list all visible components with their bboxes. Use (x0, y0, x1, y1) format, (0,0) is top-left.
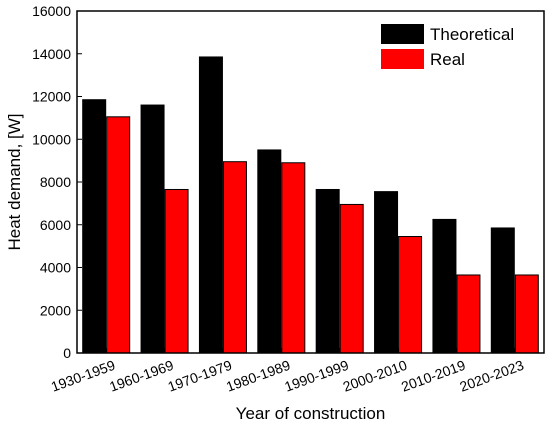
bar-real-1970-1979 (222, 161, 247, 354)
bar-real-1980-1989 (281, 162, 306, 354)
y-tick-label: 4000 (40, 260, 71, 276)
bar-theoretical-2020-2023 (490, 227, 515, 354)
legend-swatch-real (381, 49, 424, 69)
x-tick-label: 1930-1959 (49, 357, 118, 395)
bar-real-1930-1959 (106, 116, 131, 354)
bar-real-1990-1999 (339, 203, 364, 354)
bars-layer (82, 56, 539, 354)
x-tick-label: 1960-1969 (107, 357, 176, 395)
y-tick-label: 12000 (32, 89, 71, 105)
bar-real-2020-2023 (514, 274, 539, 354)
y-tick-label: 0 (63, 345, 71, 361)
x-tick-label: 2000-2010 (341, 357, 410, 395)
x-tick-label: 1990-1999 (282, 357, 351, 395)
x-tick-label: 1980-1989 (224, 357, 293, 395)
x-tick-label: 2010-2019 (399, 357, 468, 395)
y-axis-label: Heat demand, [W] (5, 113, 24, 250)
legend: Theoretical Real (381, 24, 514, 69)
y-axis-ticks: 0 2000 4000 6000 8000 10000 12000 14000 16000 (32, 3, 82, 361)
bar-theoretical-2000-2010 (374, 191, 399, 354)
legend-label-theoretical: Theoretical (430, 25, 514, 44)
y-tick-label: 2000 (40, 302, 71, 318)
legend-swatch-theoretical (381, 24, 424, 44)
x-axis-label: Year of construction (236, 404, 386, 423)
bar-theoretical-1980-1989 (257, 149, 282, 354)
bar-theoretical-1960-1969 (140, 104, 165, 354)
y-tick-label: 6000 (40, 217, 71, 233)
y-tick-label: 16000 (32, 3, 71, 19)
x-tick-label: 2020-2023 (457, 357, 526, 395)
x-axis-ticks: 1930-19591960-19691970-19791980-19891990… (49, 348, 526, 395)
plot-frame (76, 10, 545, 354)
bar-real-1960-1969 (164, 188, 189, 354)
x-tick-label: 1970-1979 (166, 357, 235, 395)
y-tick-label: 10000 (32, 131, 71, 147)
bar-theoretical-1970-1979 (198, 56, 223, 354)
bar-theoretical-1930-1959 (82, 99, 107, 354)
bar-theoretical-2010-2019 (432, 218, 457, 354)
y-tick-label: 14000 (32, 46, 71, 62)
bar-theoretical-1990-1999 (315, 188, 340, 354)
bar-real-2010-2019 (456, 274, 481, 354)
bar-real-2000-2010 (398, 236, 423, 354)
y-tick-label: 8000 (40, 174, 71, 190)
legend-label-real: Real (430, 50, 465, 69)
